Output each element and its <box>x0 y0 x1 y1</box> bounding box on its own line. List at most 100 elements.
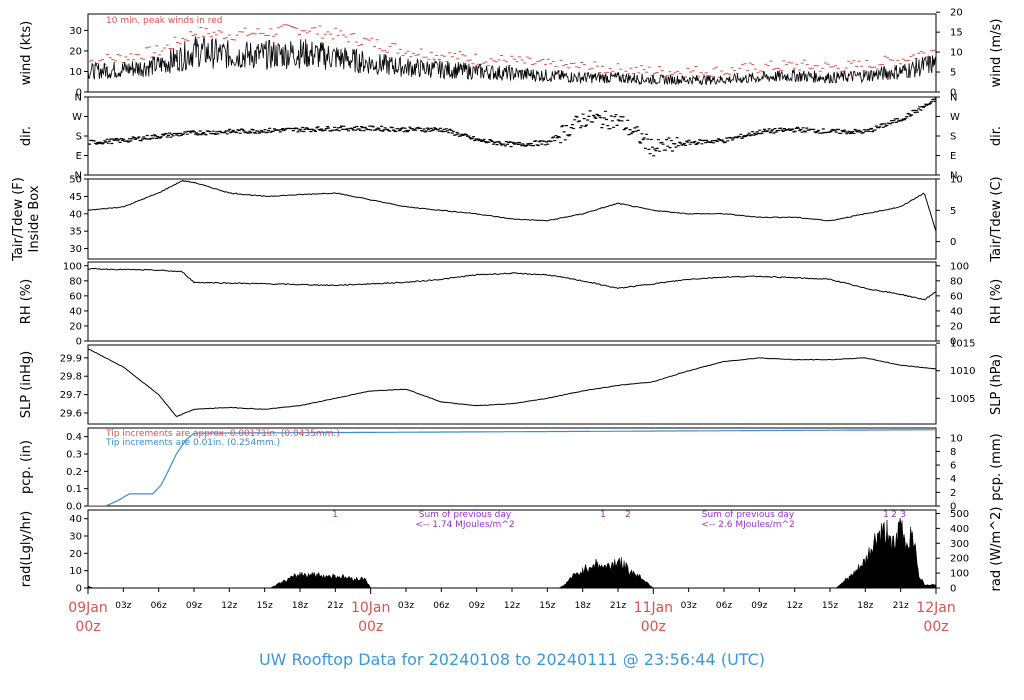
radiation-area <box>88 517 936 588</box>
left-tick-label: 0.3 <box>66 450 82 461</box>
radiation-annotation: 1 <box>600 510 606 520</box>
day-tick-time: 00z <box>923 619 948 635</box>
y-axis-label-right: Tair/Tdew (C) <box>989 176 1004 262</box>
left-tick-label: 0 <box>76 584 82 595</box>
left-tick-label: 40 <box>69 306 82 317</box>
right-tick-label: 400 <box>950 524 969 535</box>
right-tick-label: 20 <box>950 321 963 332</box>
day-tick-date: 12Jan <box>916 600 955 616</box>
right-tick-label: 0 <box>950 237 956 248</box>
y-axis-label-left: SLP (inHg) <box>19 351 34 419</box>
right-tick-label: E <box>950 151 956 162</box>
precip-series <box>88 429 935 506</box>
hour-tick-label: 12z <box>504 601 520 611</box>
right-tick-label: 40 <box>950 306 963 317</box>
day-tick-time: 00z <box>75 619 100 635</box>
left-tick-label: 10 <box>69 566 82 577</box>
left-tick-label: 50 <box>69 175 82 186</box>
hour-tick-label: 15z <box>539 601 555 611</box>
hour-tick-label: 15z <box>257 601 273 611</box>
hour-tick-label: 06z <box>151 601 167 611</box>
panel-frame <box>87 261 937 342</box>
y-axis-label-left: RH (%) <box>19 279 34 324</box>
panel-3: 30 35 40 45 50 0 5 10 Tair/Tdew (F) Inside Box Tai… <box>11 175 1004 263</box>
hour-tick-label: 12z <box>787 601 803 611</box>
hour-tick-label: 03z <box>398 601 414 611</box>
day-tick-date: 09Jan <box>68 600 107 616</box>
left-tick-label: 20 <box>69 46 82 57</box>
panel-4: 0 20 40 60 80 100 0 20 40 60 80 100 RH (%) RH (%) <box>19 261 1004 347</box>
right-tick-label: S <box>950 132 956 143</box>
left-tick-label: 0.2 <box>66 467 82 478</box>
hour-tick-label: 03z <box>115 601 131 611</box>
panel-data <box>88 267 936 301</box>
left-tick-label: N <box>75 93 82 104</box>
panel-frame <box>87 178 937 260</box>
panel-data <box>88 348 936 418</box>
right-tick-label: 200 <box>950 554 969 565</box>
y-axis-label-left: wind (kts) <box>19 21 34 85</box>
left-tick-label: 80 <box>69 276 82 287</box>
hour-tick-label: 06z <box>716 601 732 611</box>
right-tick-label: N <box>950 93 957 104</box>
right-tick-label: 300 <box>950 539 969 550</box>
left-tick-label: 60 <box>69 291 82 302</box>
hour-tick-label: 09z <box>186 601 202 611</box>
right-tick-label: 10 <box>950 48 963 59</box>
y-axis-label-right: RH (%) <box>989 279 1004 324</box>
right-tick-label: 10 <box>950 175 963 186</box>
peak-wind-note: 10 min. peak winds in red <box>106 16 223 26</box>
left-tick-label: 29.8 <box>60 372 82 383</box>
right-tick-label: 4 <box>950 474 956 485</box>
left-tick-label: 30 <box>69 532 82 543</box>
right-tick-label: 100 <box>950 261 969 272</box>
hour-tick-label: 21z <box>327 601 343 611</box>
right-tick-label: 20 <box>950 8 963 19</box>
right-tick-label: 8 <box>950 447 956 458</box>
right-tick-label: 5 <box>950 206 956 217</box>
left-tick-label: 100 <box>63 261 82 272</box>
left-tick-label: 0.4 <box>66 432 82 443</box>
peak-wind-series <box>88 24 936 78</box>
left-tick-label: 30 <box>69 26 82 37</box>
hour-tick-label: 18z <box>575 601 591 611</box>
right-tick-label: 0 <box>950 337 956 348</box>
y-axis-label-left: pcp. (in) <box>19 440 34 494</box>
right-tick-label: 0 <box>950 502 956 513</box>
y-axis-label-right: wind (m/s) <box>989 19 1004 88</box>
left-tick-label: 0.0 <box>66 502 82 513</box>
right-tick-label: 2 <box>950 488 956 499</box>
day-tick-time: 00z <box>641 619 666 635</box>
hour-tick-label: 09z <box>751 601 767 611</box>
panel-series <box>88 348 936 418</box>
panel-frame <box>87 13 937 93</box>
y-axis-label-right: SLP (hPa) <box>989 354 1004 415</box>
panel-5: 29.6 29.7 29.8 29.9 1005 1010 1015 SLP (inHg) SL… <box>19 339 1004 425</box>
y-axis-label-right: pcp. (mm) <box>989 433 1004 500</box>
day-tick-date: 10Jan <box>351 600 390 616</box>
left-tick-label: 29.6 <box>60 408 82 419</box>
radiation-annotation: 2 <box>891 510 897 520</box>
radiation-annotation: 2 <box>625 510 631 520</box>
panel-series <box>88 267 936 301</box>
right-tick-label: W <box>950 112 960 123</box>
left-tick-label: 0 <box>76 337 82 348</box>
right-tick-label: 10 <box>950 433 963 444</box>
panel-6: 0.0 0.1 0.2 0.3 0.4 0 2 4 6 8 10 pcp. (in) pcp. (mm)… <box>19 427 1004 513</box>
right-tick-label: 15 <box>950 28 963 39</box>
left-tick-label: 0.1 <box>66 484 82 495</box>
panel-data <box>88 97 936 157</box>
right-tick-label: 100 <box>950 569 969 580</box>
right-tick-label: 60 <box>950 291 963 302</box>
hour-tick-label: 12z <box>221 601 237 611</box>
right-tick-label: 1015 <box>950 339 975 350</box>
right-tick-label: 6 <box>950 461 956 472</box>
left-tick-label: 40 <box>69 209 82 220</box>
left-tick-label: 45 <box>69 192 82 203</box>
panel-data <box>88 179 936 232</box>
tip-note-exact: Tip increments are 0.01in. (0.254mm.) <box>105 438 280 448</box>
x-axis: 03z 06z 09z 12z 15z 18z 21z 03z 06z 09z 12z 15z 18z 2… <box>68 588 956 635</box>
